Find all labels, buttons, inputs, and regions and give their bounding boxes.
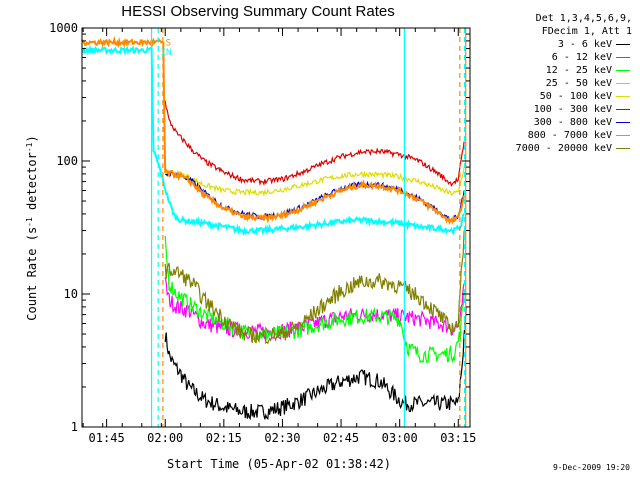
legend: Det 1,3,4,5,6,9, FDecim 1, Att 1 3 - 6 k… [482, 12, 632, 155]
legend-label: 7000 - 20000 keV [515, 143, 612, 154]
x-tick-label: 03:00 [382, 431, 418, 445]
x-tick-label: 02:30 [264, 431, 300, 445]
series-3-6-keV-line [164, 306, 467, 421]
legend-rows: 3 - 6 keV 6 - 12 keV 12 - 25 keV 25 - 50 ke… [482, 38, 632, 155]
legend-swatch [616, 148, 630, 149]
series-25-50-keV-line [81, 44, 465, 236]
legend-label: 25 - 50 keV [545, 78, 612, 89]
legend-item: 25 - 50 keV [482, 77, 632, 90]
y-tick-label: 1000 [49, 21, 78, 35]
legend-item: 3 - 6 keV [482, 38, 632, 51]
legend-label: 800 - 7000 keV [527, 130, 612, 141]
legend-swatch [616, 96, 630, 97]
legend-item: 6 - 12 keV [482, 51, 632, 64]
annotations: SIN [161, 38, 172, 58]
legend-label: 12 - 25 keV [545, 65, 612, 76]
series-layer [81, 35, 467, 421]
legend-item: 800 - 7000 keV [482, 129, 632, 142]
legend-swatch [616, 122, 630, 123]
legend-swatch [616, 57, 630, 58]
legend-header-line-2: FDecim 1, Att 1 [541, 26, 632, 37]
legend-item: 12 - 25 keV [482, 64, 632, 77]
y-axis-label: Count Rate (s-1 detector-1) [25, 135, 39, 320]
timestamp: 9-Dec-2009 19:20 [552, 463, 630, 472]
legend-item: 50 - 100 keV [482, 90, 632, 103]
x-tick-label: 01:45 [89, 431, 125, 445]
x-axis-label: Start Time (05-Apr-02 01:38:42) [167, 457, 391, 471]
annotation-2: IN [161, 48, 172, 58]
legend-swatch [616, 109, 630, 110]
legend-swatch [616, 83, 630, 84]
legend-swatch [616, 70, 630, 71]
series-7000-20000-keV-line [164, 230, 465, 345]
legend-label: 50 - 100 keV [539, 91, 612, 102]
chart-title: HESSI Observing Summary Count Rates [121, 3, 394, 20]
legend-header-line-1: Det 1,3,4,5,6,9, [535, 13, 632, 24]
series-12-25-keV-line [164, 235, 465, 364]
y-tick-label: 1 [71, 420, 78, 434]
x-tick-label: 02:45 [323, 431, 359, 445]
series-50-100-keV-line [164, 167, 465, 197]
legend-swatch [616, 44, 630, 45]
legend-item: 7000 - 20000 keV [482, 142, 632, 155]
legend-label: 300 - 800 keV [533, 117, 612, 128]
y-tick-label: 100 [56, 154, 78, 168]
series-800-7000-keV-line [81, 35, 466, 225]
vertical-markers [150, 28, 467, 427]
x-tick-label: 03:15 [440, 431, 476, 445]
legend-item: 100 - 300 keV [482, 103, 632, 116]
x-tick-label: 02:15 [206, 431, 242, 445]
legend-label: 100 - 300 keV [533, 104, 612, 115]
axes: 01:45 02:00 02:15 02:30 02:45 03:00 03:15 1 10 10… [49, 21, 476, 445]
legend-item: 300 - 800 keV [482, 116, 632, 129]
legend-swatch [616, 135, 630, 136]
legend-label: 6 - 12 keV [551, 52, 612, 63]
x-tick-label: 02:00 [147, 431, 183, 445]
series-100-300-keV-line [164, 100, 465, 187]
annotation-1: S [166, 38, 171, 48]
legend-label: 3 - 6 keV [557, 39, 612, 50]
plot-frame [81, 27, 471, 428]
y-tick-label: 10 [64, 287, 78, 301]
